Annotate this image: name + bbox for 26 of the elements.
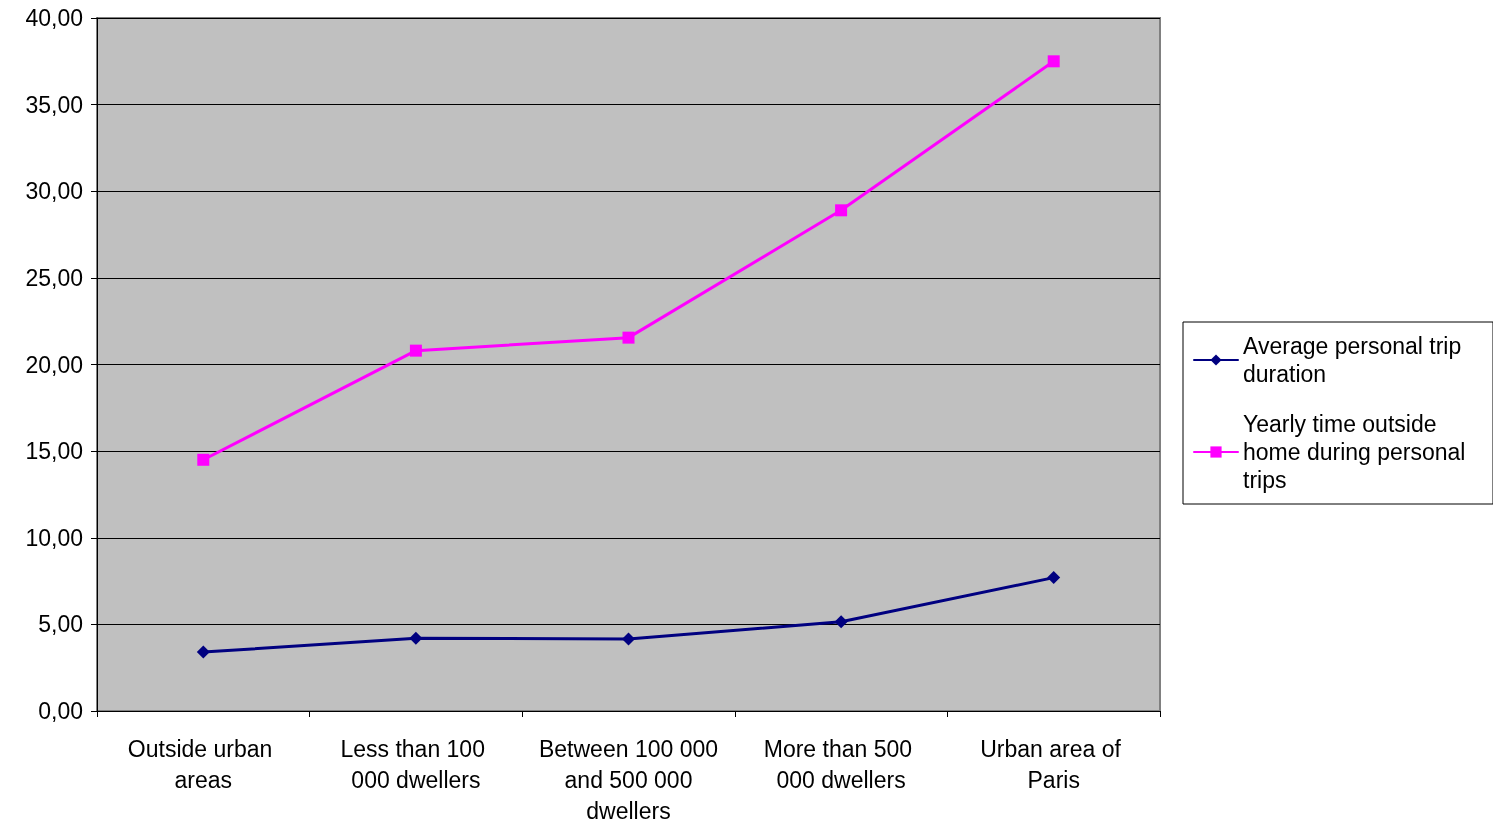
point [622, 331, 635, 344]
legend-label: Yearly time outside home during personal trips [1243, 411, 1472, 493]
x-tick-label: More than 500 000 dwellers [763, 735, 919, 793]
x-tick-label: Urban area of Paris [980, 735, 1128, 793]
x-tick-label: Outside urban areas [127, 735, 279, 793]
point [409, 631, 423, 645]
y-tick-label: 15,00 [25, 438, 83, 465]
point [622, 632, 635, 646]
point [197, 453, 210, 466]
point [1047, 55, 1060, 68]
x-tick-label: Between 100 000 and 500 000 dwellers [538, 735, 719, 824]
y-tick-label: 35,00 [25, 91, 83, 118]
y-tick-label: 40,00 [25, 5, 83, 31]
y-tick-label: 0,00 [38, 698, 83, 724]
y-tick-label: 30,00 [25, 178, 83, 205]
point [409, 344, 422, 357]
point [835, 204, 848, 217]
point [196, 645, 210, 659]
legend-label: Average personal trip duration [1243, 333, 1468, 387]
x-tick-label: Less than 100 000 dwellers [340, 735, 492, 793]
point [834, 615, 848, 629]
point [1047, 571, 1061, 585]
y-tick-label: 25,00 [25, 264, 83, 291]
y-tick-label: 5,00 [38, 611, 83, 638]
y-tick-label: 10,00 [25, 524, 83, 551]
y-tick-label: 20,00 [25, 351, 83, 378]
